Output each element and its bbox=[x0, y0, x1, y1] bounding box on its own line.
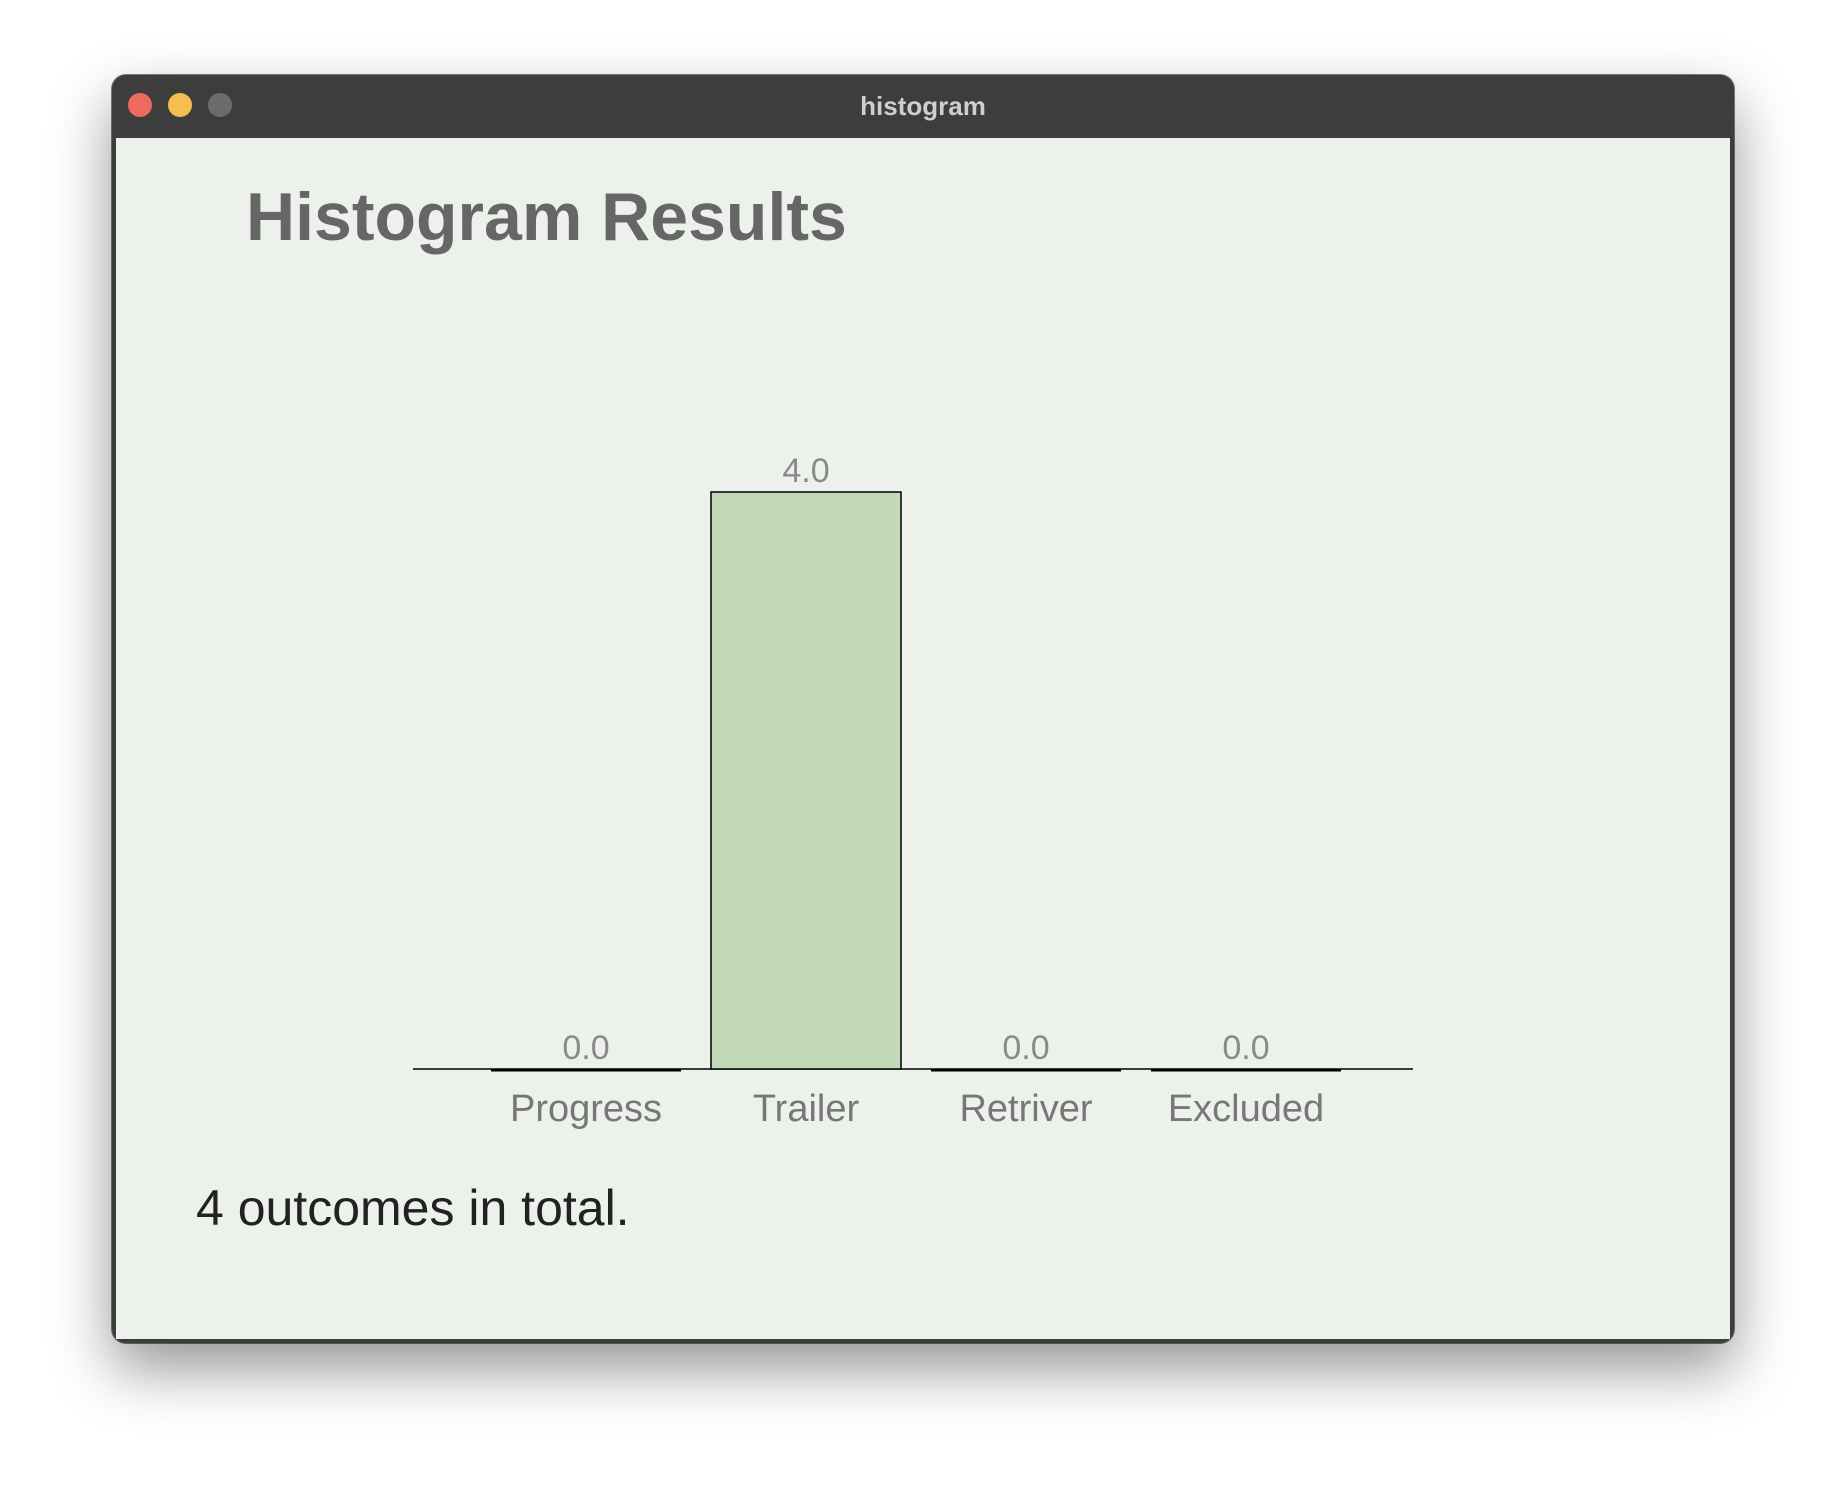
value-label-trailer: 4.0 bbox=[782, 452, 829, 490]
category-label-retriver: Retriver bbox=[959, 1088, 1092, 1130]
histogram-chart: 0.0 Progress 4.0 Trailer 0.0 Retriver 0.0 Exclu… bbox=[413, 452, 1413, 1130]
bar-trailer bbox=[710, 491, 902, 1070]
bar-retriver bbox=[931, 1069, 1121, 1072]
category-label-excluded: Excluded bbox=[1168, 1088, 1324, 1130]
page-heading: Histogram Results bbox=[246, 179, 847, 255]
app-window: histogram Histogram Results 0.0 Progress 4… bbox=[112, 75, 1734, 1343]
bar-progress bbox=[491, 1069, 681, 1072]
content-area: Histogram Results 0.0 Progress 4.0 Trailer 0… bbox=[116, 138, 1730, 1339]
bar-excluded bbox=[1151, 1069, 1341, 1072]
value-label-excluded: 0.0 bbox=[1222, 1029, 1269, 1067]
minimize-window-button[interactable] bbox=[168, 93, 192, 117]
maximize-window-button[interactable] bbox=[208, 93, 232, 117]
category-label-progress: Progress bbox=[510, 1088, 662, 1130]
value-label-retriver: 0.0 bbox=[1002, 1029, 1049, 1067]
title-bar[interactable]: histogram bbox=[112, 75, 1734, 136]
category-label-trailer: Trailer bbox=[753, 1088, 860, 1130]
window-title: histogram bbox=[860, 91, 986, 121]
close-window-button[interactable] bbox=[128, 93, 152, 117]
outcomes-total: 4 outcomes in total. bbox=[196, 1180, 630, 1236]
value-label-progress: 0.0 bbox=[562, 1029, 609, 1067]
